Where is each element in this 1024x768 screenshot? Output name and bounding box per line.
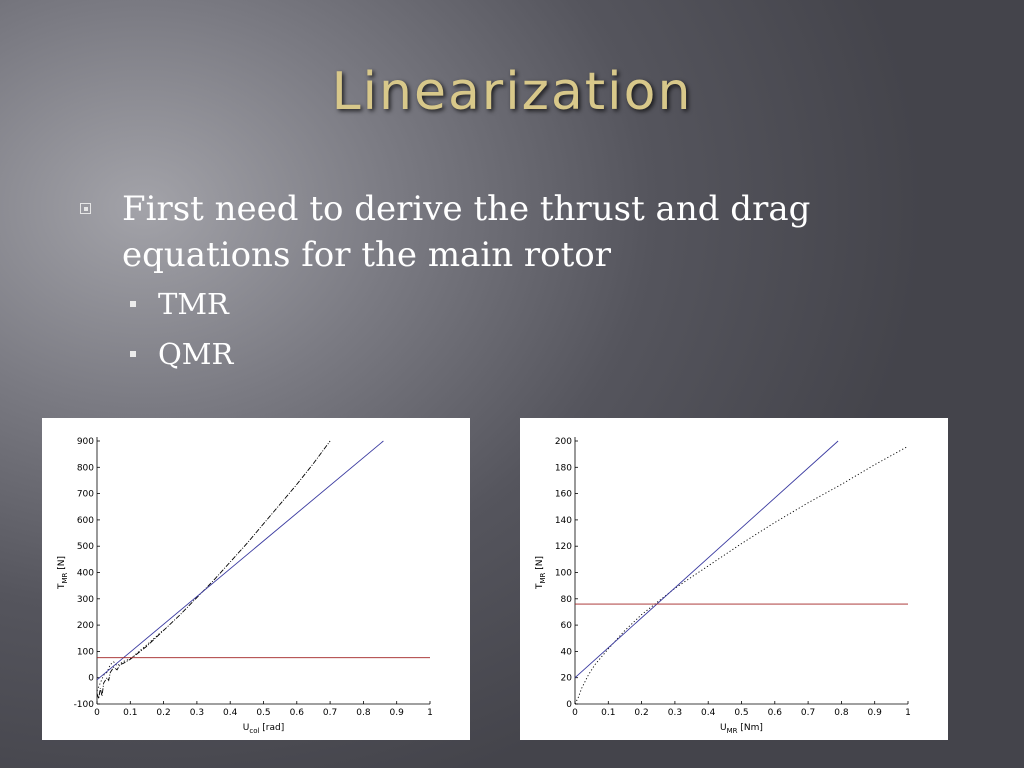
y-tick-label: 900 xyxy=(77,437,94,447)
series-line xyxy=(574,445,909,705)
slide-title: Linearization xyxy=(331,62,693,122)
x-tick-label: 0 xyxy=(94,708,100,718)
x-tick-label: 0.4 xyxy=(223,708,238,718)
x-tick-label: 0.1 xyxy=(601,708,615,718)
y-tick-label: 80 xyxy=(561,595,573,605)
series-line xyxy=(574,440,839,679)
square-bullet-icon xyxy=(80,203,91,214)
y-axis-label: TMR [N] xyxy=(57,556,69,590)
x-tick-label: 0.6 xyxy=(290,708,305,718)
chart-svg: 0 0.1 0.2 0.3 0.4 0.5 0.6 0.7 0.8 0.9 1 0 20 40 60 80 10… xyxy=(535,437,911,735)
x-tick-label: 0.2 xyxy=(634,708,648,718)
y-tick-label: -100 xyxy=(74,700,95,710)
x-tick-label: 0.3 xyxy=(190,708,204,718)
y-tick-label: 400 xyxy=(77,569,94,579)
x-tick-label: 0.6 xyxy=(768,708,783,718)
sub-bullet-item: TMR xyxy=(130,280,960,328)
small-square-bullet-icon xyxy=(130,351,136,357)
y-tick-label: 800 xyxy=(77,463,94,473)
x-tick-label: 0.1 xyxy=(123,708,137,718)
y-tick-label: 700 xyxy=(77,490,94,500)
y-tick-label: 200 xyxy=(555,437,572,447)
y-tick-label: 100 xyxy=(77,647,94,657)
y-tick-label: 0 xyxy=(566,700,572,710)
y-tick-label: 0 xyxy=(88,674,94,684)
x-tick-label: 0.7 xyxy=(801,708,815,718)
x-tick-label: 0.8 xyxy=(356,708,371,718)
x-tick-label: 1 xyxy=(905,708,911,718)
y-tick-label: 160 xyxy=(555,490,572,500)
bullet-text: First need to derive the thrust and drag… xyxy=(122,189,811,275)
bullet-list: First need to derive the thrust and drag… xyxy=(80,186,960,378)
x-tick-label: 0.4 xyxy=(701,708,716,718)
y-tick-label: 20 xyxy=(561,674,573,684)
x-tick-label: 0.9 xyxy=(868,708,883,718)
chart-svg: 0 0.1 0.2 0.3 0.4 0.5 0.6 0.7 0.8 0.9 1-1000100200… xyxy=(57,437,433,735)
y-axis-label: TMR [N] xyxy=(535,556,547,590)
y-tick-label: 120 xyxy=(555,542,572,552)
y-tick-label: 500 xyxy=(77,542,94,552)
y-tick-label: 100 xyxy=(555,569,572,579)
small-square-bullet-icon xyxy=(130,301,136,307)
y-tick-label: 40 xyxy=(561,647,573,657)
sub-bullet-text: QMR xyxy=(158,337,234,371)
x-tick-label: 0.5 xyxy=(734,708,748,718)
y-tick-label: 140 xyxy=(555,516,572,526)
x-tick-label: 0.3 xyxy=(668,708,682,718)
tmr-vs-umr-chart: 0 0.1 0.2 0.3 0.4 0.5 0.6 0.7 0.8 0.9 1 0 20 40 60 80 10… xyxy=(520,418,948,740)
y-tick-label: 600 xyxy=(77,516,94,526)
y-tick-label: 60 xyxy=(561,621,573,631)
series-line xyxy=(96,629,164,692)
y-tick-label: 300 xyxy=(77,595,94,605)
sub-bullet-text: TMR xyxy=(158,287,229,321)
x-tick-label: 0.2 xyxy=(156,708,170,718)
x-tick-label: 1 xyxy=(427,708,433,718)
sub-bullet-item: QMR xyxy=(130,330,960,378)
series-line xyxy=(96,440,331,699)
tmr-vs-ucol-chart: 0 0.1 0.2 0.3 0.4 0.5 0.6 0.7 0.8 0.9 1 -100 0 100 200… xyxy=(42,418,470,740)
series-line xyxy=(96,440,384,681)
x-tick-label: 0 xyxy=(572,708,578,718)
bullet-item: First need to derive the thrust and drag… xyxy=(80,186,960,278)
x-tick-label: 0.9 xyxy=(390,708,405,718)
x-tick-label: 0.8 xyxy=(834,708,849,718)
x-tick-label: 0.7 xyxy=(323,708,337,718)
x-axis-label: Ucol [rad] xyxy=(243,723,284,735)
y-tick-label: 180 xyxy=(555,463,572,473)
y-tick-label: 200 xyxy=(77,621,94,631)
x-tick-label: 0.5 xyxy=(256,708,270,718)
x-axis-label: UMR [Nm] xyxy=(720,723,763,735)
